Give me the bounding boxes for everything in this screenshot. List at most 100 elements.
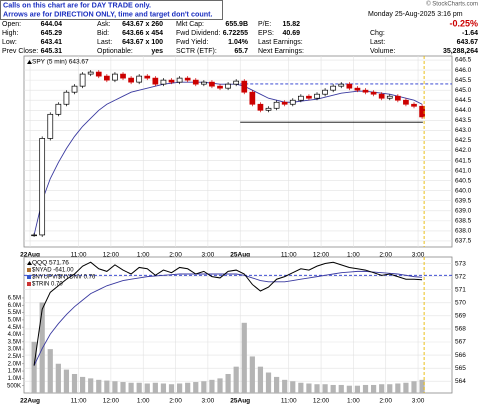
quote-value: 644.04	[41, 21, 63, 28]
y-tick-label: 642.0	[455, 147, 472, 154]
candle	[152, 77, 159, 85]
note-box	[0, 0, 223, 20]
volume-bar	[370, 384, 377, 393]
y-tick-label: 638.5	[455, 218, 472, 225]
candle	[209, 81, 215, 87]
candle	[362, 89, 369, 93]
candle	[217, 85, 223, 89]
panel: 637.5 638.0 638.5 639.0 639.5 640.0 640.5 641.0…	[20, 55, 472, 259]
legend-label: $NYAD -641.00	[32, 268, 74, 274]
y2-tick-label: 500K	[7, 383, 21, 389]
quote-value: 645.29	[41, 30, 63, 37]
candle	[394, 95, 401, 101]
quote-label: High:	[2, 30, 18, 37]
y-tick-label: 572	[455, 273, 466, 280]
quote-label: Optionable:	[97, 48, 133, 55]
candle	[411, 103, 417, 107]
y-tick-label: 566	[455, 352, 466, 359]
quote-value: 35,288,264	[443, 48, 478, 55]
candle	[225, 83, 231, 89]
candle	[39, 138, 46, 236]
candle	[370, 91, 377, 95]
x-tick-label: 11:00	[281, 398, 297, 405]
candle	[322, 89, 328, 95]
quote-value: yes	[151, 48, 163, 55]
date: Monday 25-Aug-2025 3:16 pm	[368, 11, 463, 18]
plot-area	[23, 55, 453, 248]
y-tick-label: 640.5	[455, 177, 472, 184]
volume-bar	[395, 383, 401, 393]
y-tick-label: 570	[455, 299, 466, 306]
y-tick-label: 646.0	[455, 67, 472, 74]
candle	[31, 234, 37, 237]
candle	[47, 113, 54, 139]
candle	[306, 95, 312, 99]
legend-label: $TRIN 0.70	[32, 282, 63, 288]
y-tick-label: 645.0	[455, 87, 472, 94]
candle	[160, 79, 167, 85]
candle	[403, 99, 409, 105]
candle	[346, 83, 353, 89]
quote-label: P/E:	[258, 21, 271, 28]
candle	[120, 73, 126, 79]
quote-value: 15.82	[282, 21, 300, 28]
y2-tick-label: 3.0M	[8, 347, 21, 353]
x-tick-label: 1:00	[347, 398, 360, 405]
y-tick-label: 567	[455, 339, 466, 346]
legend-label: QQQ 571.76	[32, 260, 69, 267]
volume-bar	[55, 363, 61, 393]
legend-marker	[27, 275, 31, 279]
x-tick-label: 11:00	[71, 252, 87, 259]
quote-label: Chg:	[370, 30, 385, 37]
volume-bar	[80, 376, 86, 393]
volume-bar	[233, 366, 239, 393]
candle	[79, 73, 86, 87]
quote-value: 1.04%	[228, 39, 249, 46]
volume-bar	[96, 379, 102, 393]
x-tick-label: 11:00	[281, 252, 297, 259]
volume-bar	[88, 378, 94, 393]
candle	[273, 101, 280, 109]
y-tick-label: 646.5	[455, 57, 472, 64]
quote-value: 643.67 x 260	[122, 21, 163, 28]
volume-bar	[257, 366, 264, 393]
candle	[330, 85, 337, 91]
note-line: Calls on this chart are for DAY TRADE on…	[3, 0, 151, 9]
candle	[144, 75, 151, 79]
quote-value: 643.67 x 100	[122, 39, 163, 46]
x-tick-label: 12:00	[103, 252, 120, 259]
volume-bar	[338, 384, 344, 393]
candle	[233, 80, 240, 85]
candle	[55, 103, 62, 115]
quote-label: Volume:	[370, 48, 395, 55]
x-tick-label: 1:00	[137, 252, 150, 259]
volume-bar	[330, 384, 336, 393]
volume-bar	[176, 383, 183, 393]
y-tick-label: 643.0	[455, 127, 472, 134]
volume-bar	[298, 382, 304, 393]
volume-bar	[31, 341, 37, 393]
y2-tick-label: 3.5M	[8, 339, 21, 345]
volume-bar	[152, 382, 158, 393]
volume-bar	[249, 356, 255, 393]
candle	[200, 81, 207, 85]
candle	[419, 105, 425, 118]
volume-bar	[104, 380, 110, 393]
x-tick-label: 3:00	[202, 398, 215, 405]
quote-label: Open:	[2, 21, 21, 28]
x-tick-label: 12:00	[313, 252, 330, 259]
y-tick-label: 640.0	[455, 187, 472, 194]
quote-label: Mkt Cap:	[176, 21, 204, 28]
legend-marker	[27, 282, 31, 286]
quote-label: Last:	[370, 39, 385, 46]
volume-bar	[168, 384, 175, 393]
plots: 637.5 638.0 638.5 639.0 639.5 640.0 640.5 641.0…	[7, 55, 472, 405]
volume-bar	[379, 384, 385, 393]
x-tick-label: 25Aug	[230, 398, 250, 405]
candle	[176, 77, 183, 83]
x-tick-label: 2:00	[169, 252, 182, 259]
y2-tick-label: 2.0M	[8, 361, 21, 367]
volume-bar	[71, 373, 78, 393]
y-tick-label: 639.5	[455, 197, 472, 204]
